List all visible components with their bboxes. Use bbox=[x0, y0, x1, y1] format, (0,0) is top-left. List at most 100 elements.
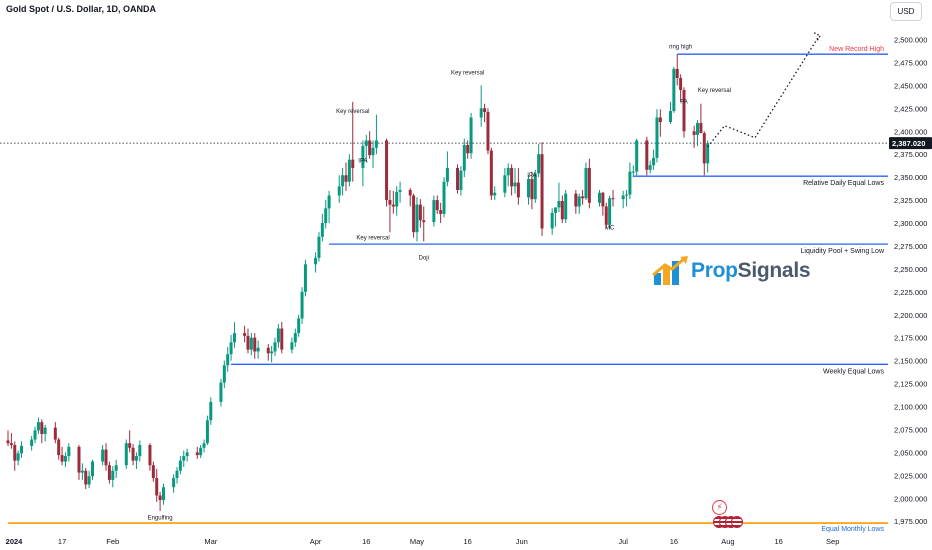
candle bbox=[550, 208, 554, 235]
candle-body bbox=[107, 465, 111, 480]
price-tick-label: 2,100.000 bbox=[894, 403, 927, 412]
candle-body bbox=[527, 178, 531, 198]
candle bbox=[57, 437, 61, 460]
candle bbox=[648, 160, 652, 174]
time-tick-label: May bbox=[410, 537, 424, 546]
candle bbox=[175, 467, 179, 484]
candle-body bbox=[554, 207, 558, 213]
candle bbox=[527, 175, 531, 205]
candle-body bbox=[564, 193, 568, 220]
candle bbox=[16, 450, 20, 466]
candle-body bbox=[584, 167, 588, 199]
candle bbox=[314, 252, 318, 273]
candle bbox=[253, 333, 257, 359]
candle bbox=[317, 232, 321, 262]
candle-body bbox=[655, 117, 659, 158]
candle bbox=[398, 181, 402, 203]
candle-body bbox=[6, 440, 10, 444]
candle bbox=[219, 378, 223, 407]
candle-body bbox=[67, 446, 71, 457]
time-tick-label: 16 bbox=[362, 537, 370, 546]
candle bbox=[652, 149, 656, 170]
currency-button[interactable]: USD bbox=[890, 2, 922, 21]
candle bbox=[84, 467, 88, 490]
lightning-icon[interactable]: ⚡ bbox=[712, 500, 727, 515]
last-price-tag bbox=[889, 137, 932, 150]
candle bbox=[489, 147, 493, 201]
candle-body bbox=[395, 191, 399, 207]
candle bbox=[344, 162, 348, 191]
candle bbox=[668, 101, 672, 124]
candle bbox=[266, 344, 270, 361]
candle-body bbox=[598, 192, 601, 203]
annotation-label: ring high bbox=[669, 45, 692, 51]
candle bbox=[300, 287, 304, 324]
candle-body bbox=[300, 291, 304, 319]
candle bbox=[320, 213, 324, 242]
candle bbox=[87, 470, 91, 489]
candle bbox=[270, 345, 274, 363]
price-tick-label: 2,275.000 bbox=[894, 242, 927, 251]
candle bbox=[699, 103, 703, 134]
candle bbox=[628, 162, 632, 200]
candle-body bbox=[418, 204, 422, 221]
candle bbox=[577, 193, 581, 214]
time-scale[interactable]: 2024 17 Feb Mar Apr 16 May 16 Jun Jul 16 Aug 16 Sep bbox=[6, 537, 840, 546]
candle-body bbox=[489, 150, 493, 196]
candle bbox=[124, 439, 128, 469]
candle bbox=[60, 446, 64, 466]
candle-body bbox=[91, 461, 94, 477]
candle bbox=[530, 171, 534, 210]
candle-body bbox=[574, 193, 578, 207]
candle bbox=[178, 456, 182, 475]
candle-body bbox=[560, 200, 564, 220]
candle bbox=[516, 167, 520, 205]
candle-body bbox=[16, 453, 20, 461]
candle bbox=[675, 54, 679, 86]
candle-body bbox=[20, 445, 24, 454]
candle-body bbox=[550, 212, 554, 229]
candle bbox=[13, 441, 17, 471]
candle-body bbox=[439, 210, 443, 214]
candle bbox=[364, 134, 368, 163]
candle-body bbox=[57, 439, 61, 456]
candle-body bbox=[435, 200, 439, 211]
candle bbox=[101, 445, 105, 466]
candle-body bbox=[276, 328, 280, 343]
candle bbox=[696, 120, 700, 146]
candle bbox=[439, 202, 443, 223]
candle bbox=[557, 182, 561, 212]
candle-body bbox=[388, 200, 392, 205]
candle-body bbox=[533, 173, 537, 200]
candle-body bbox=[303, 264, 307, 292]
candle bbox=[510, 164, 514, 196]
candle-body bbox=[422, 220, 426, 223]
price-tick-label: 2,150.000 bbox=[894, 357, 927, 366]
candle-body bbox=[604, 206, 608, 225]
time-tick-label: Apr bbox=[310, 537, 322, 546]
candle-body bbox=[699, 122, 703, 134]
candle bbox=[131, 444, 135, 466]
candle bbox=[249, 333, 253, 356]
candle-body bbox=[324, 208, 328, 223]
candle-body bbox=[658, 117, 662, 123]
candle bbox=[351, 101, 355, 182]
candle-body bbox=[209, 401, 213, 421]
candle bbox=[435, 195, 439, 214]
candle bbox=[199, 445, 203, 458]
us-flag-icon[interactable] bbox=[731, 516, 743, 528]
candle-body bbox=[293, 333, 297, 343]
price-scale[interactable]: 1,975.000 2,000.000 2,025.000 2,050.000 2,07… bbox=[889, 36, 932, 527]
candle-body bbox=[692, 131, 696, 135]
candle bbox=[104, 443, 108, 471]
candle-body bbox=[344, 175, 348, 182]
candle bbox=[533, 169, 537, 203]
price-tick-label: 2,350.000 bbox=[894, 173, 927, 182]
candle bbox=[63, 452, 67, 468]
time-tick-label: 17 bbox=[58, 537, 66, 546]
candle-body bbox=[587, 167, 591, 203]
candle bbox=[554, 207, 558, 227]
annotation-label: IPA bbox=[358, 158, 367, 164]
candle-body bbox=[385, 140, 389, 201]
